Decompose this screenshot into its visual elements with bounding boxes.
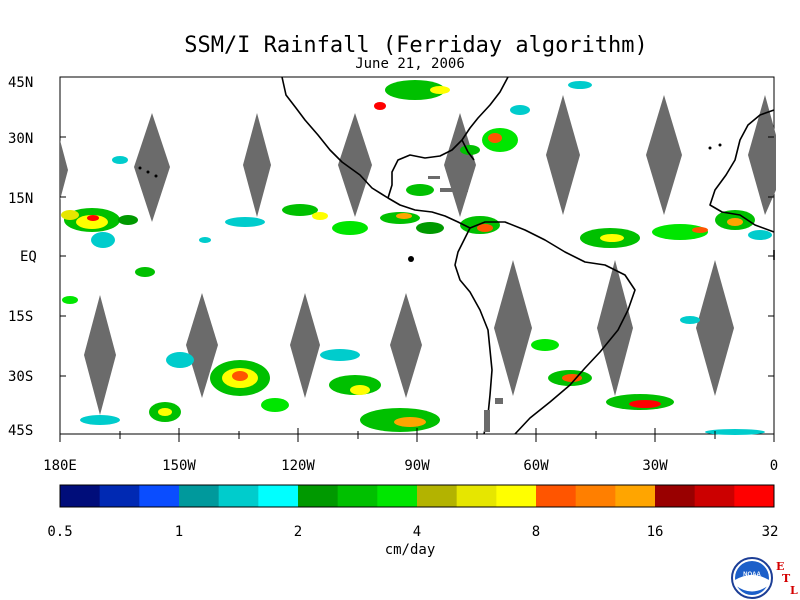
south-america-east-coast: [469, 221, 636, 435]
swath-gap: [546, 95, 580, 215]
lat-label: 45N: [8, 75, 33, 91]
colorbar-swatch: [218, 485, 259, 507]
lon-label: 90W: [404, 458, 430, 474]
colorbar-swatch: [179, 485, 220, 507]
colorbar-tick-label: 8: [532, 524, 540, 540]
colorbar: 0.5 1 2 4 8 16 32 cm/day: [47, 484, 778, 558]
colorbar-swatch: [655, 485, 696, 507]
colorbar-swatch: [377, 485, 418, 507]
swath-gap: [290, 293, 320, 398]
lat-label: 15S: [8, 309, 33, 325]
map-title: SSM/I Rainfall (Ferriday algorithm): [184, 33, 648, 58]
colorbar-swatch: [575, 485, 616, 507]
latitude-ticks: [60, 136, 774, 377]
colorbar-tick-label: 16: [647, 524, 664, 540]
colorbar-tick-label: 2: [294, 524, 302, 540]
colorbar-tick-label: 0.5: [47, 524, 72, 540]
gulf-coast: [387, 76, 509, 199]
lon-label: 120W: [281, 458, 315, 474]
colorbar-swatch: [337, 485, 378, 507]
lon-label: 180E: [43, 458, 77, 474]
lon-label: 150W: [162, 458, 196, 474]
logo-letter-l: L: [790, 584, 798, 597]
lat-label: 15N: [8, 191, 33, 207]
swath-gap: [186, 293, 218, 398]
longitude-ticks: [59, 428, 775, 442]
lat-label: 30S: [8, 369, 33, 385]
north-america-coast: [281, 76, 471, 229]
colorbar-tick-label: 32: [762, 524, 779, 540]
colorbar-tick-label: 4: [413, 524, 421, 540]
colorbar-swatch: [456, 485, 497, 507]
colorbar-labels: 0.5 1 2 4 8 16 32: [47, 524, 778, 540]
colorbar-swatch: [298, 485, 339, 507]
longitude-labels: 180E 150W 120W 90W 60W 30W 0: [43, 458, 778, 474]
lon-label: 30W: [642, 458, 668, 474]
noaa-logo: NOAA E T L: [731, 557, 798, 599]
colorbar-unit: cm/day: [385, 542, 436, 558]
colorbar-swatch: [99, 485, 140, 507]
map-panel: [59, 76, 776, 435]
swath-gap: [338, 113, 372, 217]
swath-gap: [134, 113, 170, 222]
islands: [138, 143, 722, 178]
swath-gap: [243, 113, 271, 217]
logo-letter-t: T: [782, 572, 791, 585]
colorbar-swatch: [60, 485, 101, 507]
lon-label: 0: [770, 458, 778, 474]
colorbar-swatch: [536, 485, 577, 507]
swath-gap: [597, 260, 633, 396]
rainfall-patches: [61, 80, 772, 435]
latitude-labels: 45N 30N 15N EQ 15S 30S 45S: [8, 75, 37, 439]
swath-gap: [696, 260, 734, 396]
colorbar-frame: [59, 484, 775, 508]
colorbar-tick-label: 1: [175, 524, 183, 540]
colorbar-swatches: [60, 485, 775, 507]
colorbar-swatch: [615, 485, 656, 507]
colorbar-swatch: [258, 485, 299, 507]
africa-coast: [709, 109, 775, 233]
coastlines: [281, 76, 775, 435]
swath-gap: [646, 95, 682, 215]
land-shading: [408, 176, 503, 432]
colorbar-swatch: [694, 485, 735, 507]
logo-letter-e: E: [776, 560, 784, 573]
swath-gap: [390, 293, 422, 398]
lon-label: 60W: [523, 458, 549, 474]
lat-label: 30N: [8, 131, 33, 147]
colorbar-swatch: [139, 485, 180, 507]
colorbar-swatch: [496, 485, 537, 507]
noaa-logo-text: NOAA: [743, 572, 761, 578]
swath-gap: [748, 95, 776, 215]
swath-gap: [494, 260, 532, 396]
florida: [461, 139, 475, 161]
map-date: June 21, 2006: [355, 56, 465, 72]
colorbar-swatch: [417, 485, 458, 507]
south-america-coast: [454, 227, 493, 435]
lat-label: 45S: [8, 423, 33, 439]
swath-gap: [84, 295, 116, 415]
lat-label: EQ: [20, 249, 37, 265]
swath-gap: [60, 140, 68, 200]
colorbar-swatch: [734, 485, 775, 507]
